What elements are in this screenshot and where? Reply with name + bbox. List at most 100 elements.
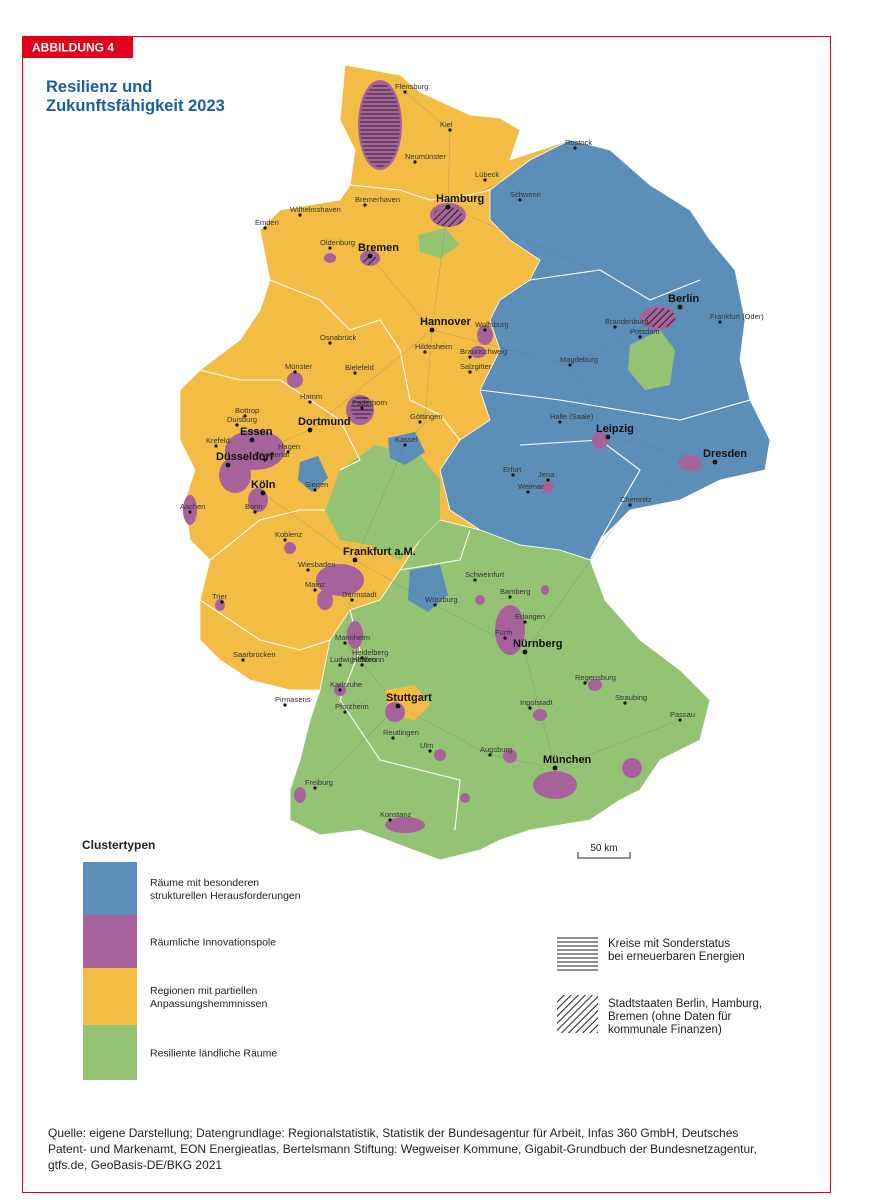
city-dot bbox=[328, 341, 332, 345]
city-label-major: Hannover bbox=[420, 316, 471, 328]
city-dot bbox=[483, 178, 487, 182]
city-dot bbox=[338, 688, 342, 692]
city-dot bbox=[413, 160, 417, 164]
innovation-pole bbox=[541, 585, 549, 595]
city-dot bbox=[241, 658, 245, 662]
city-dot bbox=[428, 749, 432, 753]
city-label: Pirmasens bbox=[275, 695, 311, 704]
city-label-major: Essen bbox=[240, 426, 273, 438]
innovation-pole bbox=[183, 495, 197, 525]
city-label: Bremerhaven bbox=[355, 195, 400, 204]
city-label: Krefeld bbox=[206, 436, 230, 445]
scale-bar bbox=[577, 852, 631, 859]
innovation-pole bbox=[385, 702, 405, 722]
city-dot bbox=[503, 636, 507, 640]
innovation-pole bbox=[533, 771, 577, 799]
pattern-swatch bbox=[557, 935, 598, 973]
city-dot bbox=[338, 663, 342, 667]
innovation-pole bbox=[477, 325, 493, 345]
source-line: gtfs.de, GeoBasis-DE/BKG 2021 bbox=[48, 1158, 222, 1172]
legend-label: Anpassungshemmnissen bbox=[150, 998, 267, 1010]
city-label: Ludwigshafen bbox=[330, 655, 376, 664]
city-label-major: München bbox=[543, 754, 592, 766]
city-label: Passau bbox=[670, 710, 695, 719]
city-label-major: Dresden bbox=[703, 448, 747, 460]
city-label: Freiburg bbox=[305, 778, 333, 787]
city-dot bbox=[293, 370, 297, 374]
city-dot bbox=[350, 598, 354, 602]
city-label-major: Leipzig bbox=[596, 423, 634, 435]
city-label-major: Köln bbox=[251, 479, 276, 491]
city-dot bbox=[623, 701, 627, 705]
city-label: Münster bbox=[285, 362, 313, 371]
map bbox=[179, 64, 771, 861]
city-label: Frankfurt (Oder) bbox=[710, 312, 764, 321]
city-dot bbox=[522, 649, 528, 655]
city-dot bbox=[235, 423, 239, 427]
city-dot bbox=[558, 420, 562, 424]
city-dot bbox=[391, 736, 395, 740]
city-label: Koblenz bbox=[275, 530, 302, 539]
city-label: Siegen bbox=[305, 480, 328, 489]
pattern-label: bei erneuerbaren Energien bbox=[608, 951, 745, 963]
city-dot bbox=[403, 90, 407, 94]
city-label: Pforzheim bbox=[335, 702, 369, 711]
city-label: Mainz bbox=[305, 580, 325, 589]
city-label: Weimar bbox=[518, 482, 544, 491]
city-state bbox=[645, 308, 675, 328]
city-label: Erfurt bbox=[503, 465, 522, 474]
city-dot bbox=[214, 444, 218, 448]
innovation-pole bbox=[533, 709, 547, 721]
city-label-major: Nürnberg bbox=[513, 638, 563, 650]
innovation-pole bbox=[592, 431, 608, 449]
city-dot bbox=[260, 490, 266, 496]
source: Quelle: eigene Darstellung; Datengrundla… bbox=[48, 1126, 757, 1172]
city-label: Jena bbox=[538, 470, 555, 479]
city-dot bbox=[263, 458, 267, 462]
city-label-major: Hamburg bbox=[436, 193, 484, 205]
city-label: Emden bbox=[255, 218, 279, 227]
city-dot bbox=[286, 450, 290, 454]
city-dot bbox=[552, 765, 558, 771]
city-label: Kassel bbox=[395, 435, 418, 444]
city-dot bbox=[360, 656, 364, 660]
innovation-pole bbox=[324, 253, 336, 263]
city-dot bbox=[508, 595, 512, 599]
city-dot bbox=[429, 327, 435, 333]
innovation-pole bbox=[347, 621, 363, 649]
city-dot bbox=[343, 641, 347, 645]
innovation-pole bbox=[385, 817, 425, 833]
pattern-label: Kreise mit Sonderstatus bbox=[608, 938, 730, 950]
title: Zukunftsfähigkeit 2023 bbox=[46, 97, 225, 115]
city-label: Paderborn bbox=[352, 398, 387, 407]
city-dot bbox=[225, 462, 231, 468]
city-dot bbox=[253, 510, 257, 514]
source-line: Patent- und Markenamt, EON Energieatlas,… bbox=[48, 1142, 757, 1156]
legend-swatch bbox=[83, 968, 137, 1025]
innovation-pole bbox=[470, 346, 486, 358]
city-dot bbox=[352, 557, 358, 563]
city-label-major: Dortmund bbox=[298, 416, 351, 428]
city-dot bbox=[583, 681, 587, 685]
legend-label: Regionen mit partiellen bbox=[150, 985, 258, 997]
city-label: Chemnitz bbox=[620, 495, 652, 504]
innovation-pole bbox=[316, 564, 364, 596]
city-dot bbox=[423, 350, 427, 354]
city-dot bbox=[328, 246, 332, 250]
innovation-pole bbox=[503, 749, 517, 763]
innovation-pole bbox=[460, 793, 470, 803]
city-layer: Flensburg Kiel Neumünster Lübeck Rostock Schw… bbox=[180, 82, 764, 822]
badge-bg bbox=[22, 36, 133, 58]
city-label: Reutlingen bbox=[383, 728, 419, 737]
city-label: Potsdam bbox=[630, 327, 660, 336]
city-dot bbox=[483, 328, 487, 332]
city-dot bbox=[188, 510, 192, 514]
city-dot bbox=[403, 443, 407, 447]
city-label: Osnabrück bbox=[320, 333, 357, 342]
pattern-label: Bremen (ohne Daten für bbox=[608, 1011, 732, 1023]
legend-title: Clustertypen bbox=[82, 838, 155, 852]
city-label: Flensburg bbox=[395, 82, 428, 91]
city-label: Neumünster bbox=[405, 152, 446, 161]
city-label-major: Bremen bbox=[358, 242, 399, 254]
